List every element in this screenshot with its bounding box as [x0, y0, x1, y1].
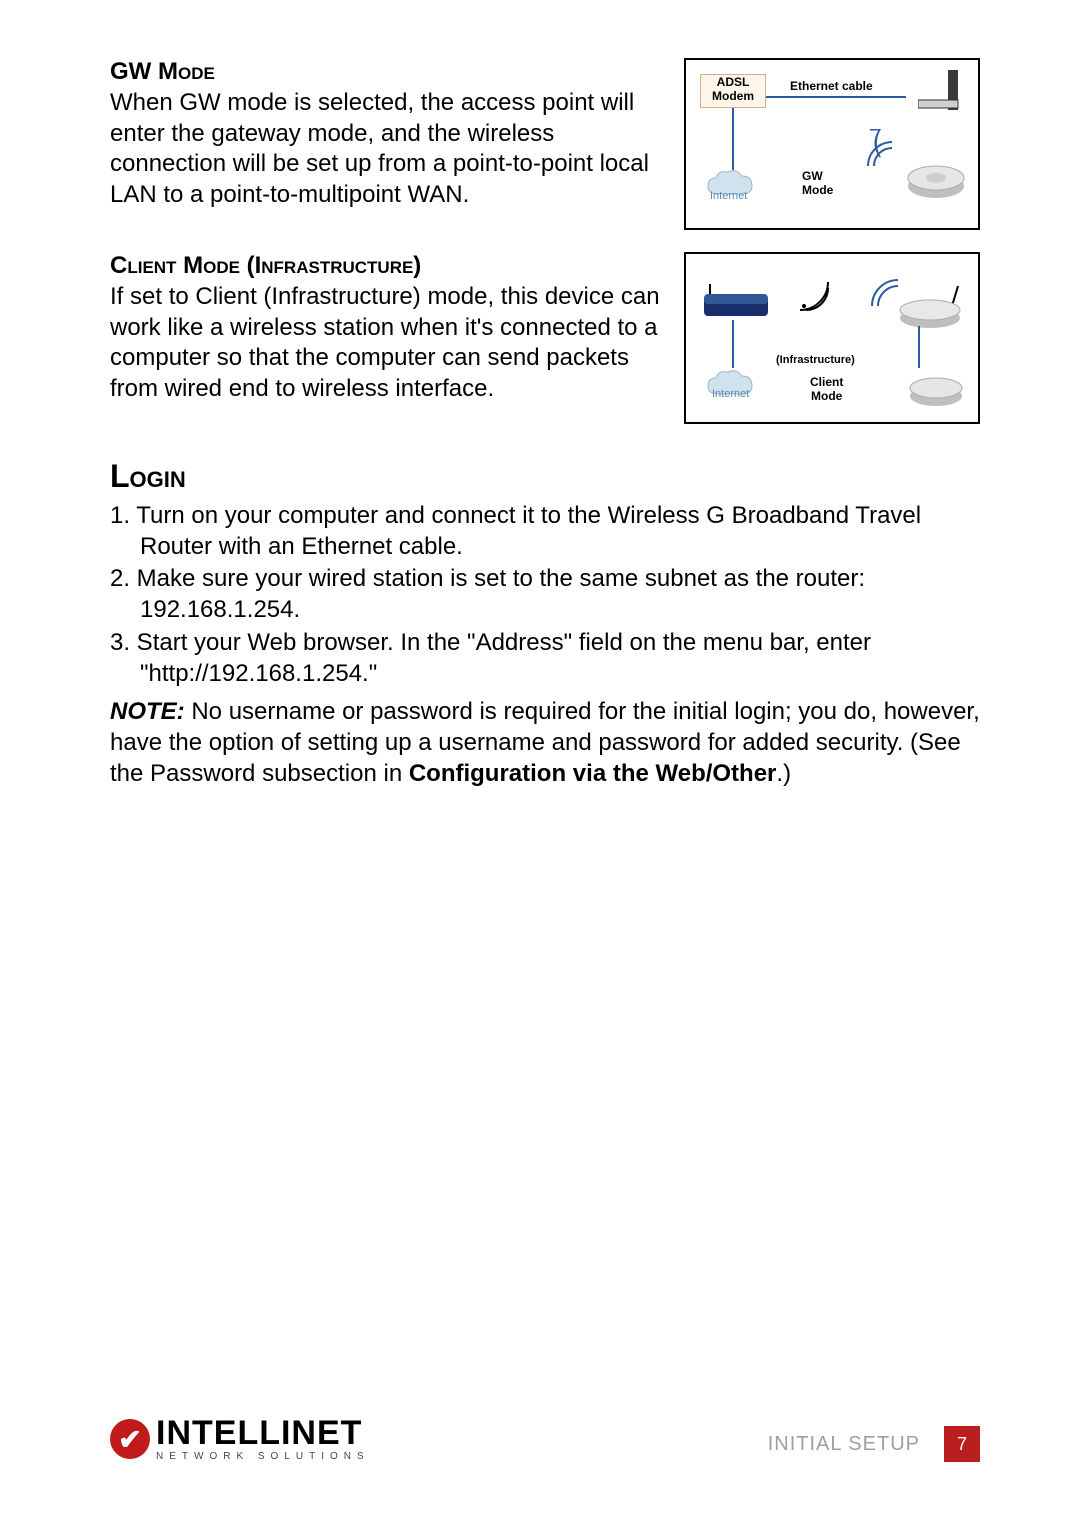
access-point-icon [906, 156, 966, 200]
router-icon [700, 284, 772, 320]
login-heading: Login [110, 458, 980, 495]
client-ap-icon [896, 284, 968, 330]
adsl-label: ADSL Modem [704, 76, 762, 104]
wifi-arcs-icon [866, 140, 894, 168]
client-mode-heading: Client Mode (Infrastructure) [110, 252, 670, 280]
gw-mode-heading: GW Mode [110, 58, 670, 86]
logo-sub-text: NETWORK SOLUTIONS [156, 1451, 370, 1462]
client-device-icon [906, 366, 966, 410]
ethernet-line [766, 96, 906, 98]
gw-mode-text: GW Mode When GW mode is selected, the ac… [110, 58, 684, 211]
footer-right: INITIAL SETUP 7 [768, 1426, 980, 1462]
logo-main-text: INTELLINET [156, 1417, 370, 1449]
login-step-2: 2. Make sure your wired station is set t… [110, 564, 980, 625]
page-footer: ✔ INTELLINET NETWORK SOLUTIONS INITIAL S… [110, 1417, 980, 1462]
internet-label: Internet [710, 190, 747, 202]
note-bold: Configuration via the Web/Other [409, 760, 777, 787]
note-label: NOTE: [110, 698, 185, 725]
page-number: 7 [944, 1426, 980, 1462]
ethernet-label: Ethernet cable [790, 80, 873, 94]
router-internet-line [732, 320, 734, 368]
switch-icon [918, 70, 968, 110]
login-step-1: 1. Turn on your computer and connect it … [110, 501, 980, 562]
login-note: NOTE: No username or password is require… [110, 697, 980, 789]
infrastructure-label: (Infrastructure) [776, 354, 855, 367]
wifi-arcs-out-icon [796, 278, 832, 314]
gw-mode-section: GW Mode When GW mode is selected, the ac… [110, 58, 980, 230]
client-mode-body: If set to Client (Infrastructure) mode, … [110, 282, 670, 405]
login-step-3: 3. Start your Web browser. In the "Addre… [110, 628, 980, 689]
section-label: INITIAL SETUP [768, 1433, 920, 1456]
client-mode-label: Client Mode [810, 376, 843, 404]
gw-mode-body: When GW mode is selected, the access poi… [110, 88, 670, 211]
note-text-2: .) [776, 760, 791, 787]
client-internet-label: Internet [712, 388, 749, 400]
ap-device-line [918, 326, 920, 368]
brand-logo: ✔ INTELLINET NETWORK SOLUTIONS [110, 1417, 370, 1462]
gw-mode-diagram: ADSL Modem Ethernet cable Internet GW Mo… [684, 58, 980, 230]
client-mode-diagram: (Infrastructure) Internet Client Mode [684, 252, 980, 424]
client-mode-text: Client Mode (Infrastructure) If set to C… [110, 252, 684, 405]
modem-internet-line [732, 108, 734, 170]
gw-mode-label: GW Mode [802, 170, 833, 198]
logo-check-icon: ✔ [110, 1419, 150, 1459]
logo-text: INTELLINET NETWORK SOLUTIONS [156, 1417, 370, 1462]
client-mode-section: Client Mode (Infrastructure) If set to C… [110, 252, 980, 424]
